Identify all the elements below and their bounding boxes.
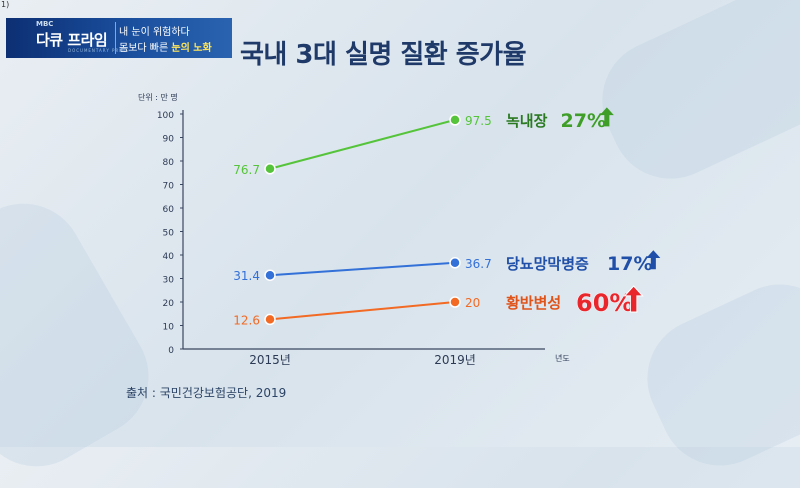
y-tick-label: 40 xyxy=(163,252,175,262)
blue-up-arrow xyxy=(646,250,661,270)
program-subtitle-line2: 몸보다 빠른 눈의 노화 xyxy=(119,39,212,54)
y-unit-label: 단위 : 만 명 xyxy=(138,92,178,102)
y-tick-label: 30 xyxy=(163,276,175,286)
x-unit-label: 년도 xyxy=(555,353,570,363)
y-tick-label: 100 xyxy=(157,111,174,121)
series-rate: 60% xyxy=(576,289,633,317)
series-name: 녹내장 xyxy=(506,112,548,130)
corner-mark: 1) xyxy=(1,0,10,9)
data-point xyxy=(264,163,276,175)
data-label: 20 xyxy=(465,296,480,310)
logo-brand-sub: DOCUMENTARY PRIME xyxy=(68,48,130,53)
data-label: 97.5 xyxy=(465,114,492,128)
series-rate: 27% xyxy=(561,110,606,132)
series-line xyxy=(269,301,456,321)
green-up-arrow xyxy=(599,107,614,127)
y-tick-label: 70 xyxy=(163,182,175,192)
program-subtitle-line1: 내 눈이 위험하다 xyxy=(119,27,190,38)
red-up-arrow xyxy=(623,285,644,313)
series-rate: 17% xyxy=(607,253,652,275)
program-logo: MBC 다큐 프라임 DOCUMENTARY PRIME 내 눈이 위험하다 몸… xyxy=(6,18,232,58)
logo-broadcaster: MBC xyxy=(36,20,54,28)
logo-divider xyxy=(115,22,116,54)
data-label: 36.7 xyxy=(465,257,492,271)
series-line xyxy=(269,118,456,170)
x-tick-label: 2019년 xyxy=(434,353,476,367)
data-label: 12.6 xyxy=(233,313,260,327)
series-name: 황반변성 xyxy=(506,294,561,312)
series-name: 당뇨망막병증 xyxy=(506,255,589,273)
y-tick-label: 10 xyxy=(163,323,175,333)
data-point xyxy=(264,269,276,281)
program-subtitle-prefix: 몸보다 빠른 xyxy=(119,43,169,54)
program-subtitle-highlight: 눈의 노화 xyxy=(171,43,212,54)
data-label: 76.7 xyxy=(233,163,260,177)
y-tick-label: 20 xyxy=(163,299,175,309)
y-tick-label: 50 xyxy=(163,229,175,239)
y-tick-label: 60 xyxy=(163,205,175,215)
y-tick-label: 80 xyxy=(163,158,175,168)
x-tick-label: 2015년 xyxy=(249,353,291,367)
data-point xyxy=(449,296,461,308)
y-tick-label: 90 xyxy=(163,135,175,145)
data-point xyxy=(264,313,276,326)
y-tick-label: 0 xyxy=(168,346,174,356)
logo-brand: 다큐 프라임 xyxy=(36,31,108,49)
source-note: 출처 : 국민건강보험공단, 2019 xyxy=(126,386,287,400)
data-point xyxy=(449,114,461,126)
chart-title: 국내 3대 실명 질환 증가율 xyxy=(240,40,527,70)
series-line xyxy=(269,261,456,277)
data-label: 31.4 xyxy=(233,269,260,283)
data-point xyxy=(449,257,461,269)
